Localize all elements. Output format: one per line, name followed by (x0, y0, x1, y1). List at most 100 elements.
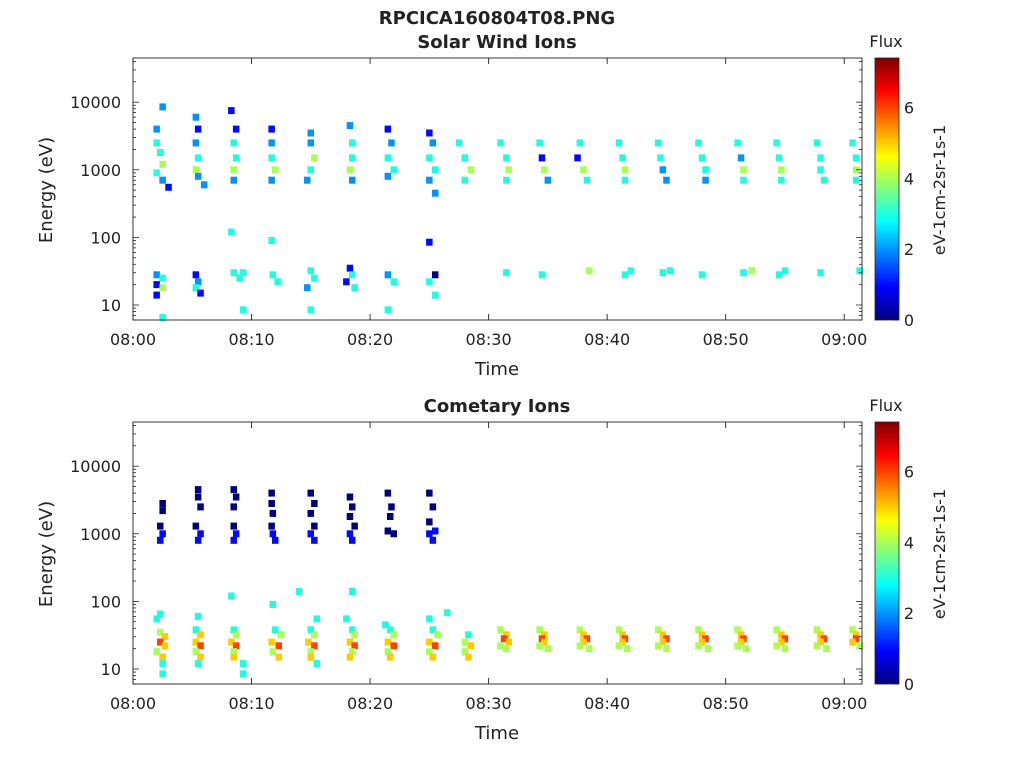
data-cell (153, 291, 160, 299)
data-cell (159, 160, 166, 168)
data-cell (230, 166, 237, 174)
data-cell (852, 635, 860, 643)
data-cell (268, 125, 275, 133)
data-cell (781, 267, 789, 275)
data-cell (390, 642, 397, 650)
data-cell (538, 154, 546, 162)
data-cell (698, 271, 706, 279)
data-cell (275, 642, 282, 650)
data-cell (349, 271, 356, 279)
data-cell (497, 626, 504, 634)
data-cell (230, 648, 237, 656)
data-cell (574, 154, 581, 162)
data-cell (192, 626, 200, 634)
data-cell (541, 166, 548, 174)
data-cell (307, 489, 314, 497)
data-cell (153, 139, 160, 147)
data-cell (197, 530, 204, 538)
data-cell (823, 645, 830, 653)
data-cell (307, 129, 314, 137)
data-cell (153, 125, 160, 133)
x-tick-label: 08:40 (584, 694, 630, 713)
data-cell (197, 503, 204, 511)
data-cell (307, 306, 314, 314)
data-cell (702, 166, 709, 174)
y-tick-label: 1000 (80, 525, 121, 544)
data-cell (624, 645, 631, 653)
data-cell (153, 648, 160, 656)
data-cell (695, 626, 702, 634)
data-cell (269, 271, 277, 279)
data-cell (159, 507, 166, 515)
data-cell (503, 176, 510, 184)
panel1-colorbar-title: Flux (869, 32, 902, 51)
data-cell (269, 530, 277, 538)
data-cell (773, 139, 780, 147)
data-cell (161, 633, 169, 641)
x-tick-label: 08:30 (466, 330, 512, 349)
data-cell (654, 642, 662, 650)
data-cell (343, 278, 350, 286)
data-cell (153, 271, 160, 279)
panel1-xlabel: Time (474, 359, 519, 380)
data-cell (663, 645, 670, 653)
data-cell (849, 638, 856, 646)
data-cell (346, 264, 354, 272)
data-cell (230, 522, 237, 530)
data-cell (817, 631, 824, 639)
data-cell (228, 592, 235, 600)
data-cell (240, 660, 247, 668)
data-cell (384, 154, 392, 162)
y-tick-label: 10 (101, 660, 121, 679)
data-cell (538, 271, 546, 279)
data-cell (856, 267, 863, 275)
data-cell (272, 626, 279, 634)
data-cell (384, 271, 392, 279)
colorbar-tick-label: 0 (904, 311, 914, 330)
data-cell (232, 642, 240, 650)
data-cell (666, 267, 674, 275)
panel2-colorbar (874, 421, 900, 685)
x-tick-label: 08:20 (347, 330, 393, 349)
data-cell (384, 527, 392, 535)
data-cell (621, 176, 629, 184)
data-cell (817, 166, 824, 174)
data-cell (232, 631, 240, 639)
colorbar-tick-label: 6 (904, 99, 914, 118)
data-cell (346, 166, 354, 174)
data-cell (576, 626, 584, 634)
data-cell (813, 626, 821, 634)
data-cell (544, 645, 552, 653)
data-cell (269, 601, 277, 608)
data-cell (541, 631, 548, 639)
data-cell (388, 503, 395, 511)
data-cell (351, 522, 358, 530)
data-cell (228, 638, 235, 646)
data-cell (268, 522, 275, 530)
data-cell (274, 278, 281, 286)
panel2-ylabel: Energy (eV) (36, 501, 57, 607)
data-cell (387, 626, 394, 634)
data-cell (813, 139, 821, 147)
data-cell (268, 139, 275, 147)
colorbar-tick-label: 4 (904, 533, 914, 552)
data-cell (778, 166, 785, 174)
data-cell (817, 638, 824, 646)
data-cell (432, 271, 439, 279)
data-cell (852, 631, 860, 639)
data-cell (269, 648, 277, 656)
colorbar-tick-label: 2 (904, 604, 914, 623)
data-cell (157, 628, 164, 636)
data-cell (619, 154, 626, 162)
cometary-ions-panel: 08:00 08:10 08:20 08:30 08:40 08:50 09:00 10 100… (70, 421, 914, 713)
data-cell (619, 631, 626, 639)
data-cell (390, 631, 397, 639)
data-cell (740, 176, 747, 184)
data-cell (311, 642, 318, 650)
data-cell (313, 660, 320, 668)
data-cell (304, 284, 311, 292)
data-cell (740, 269, 747, 277)
data-cell (654, 139, 662, 147)
data-cell (307, 648, 314, 656)
